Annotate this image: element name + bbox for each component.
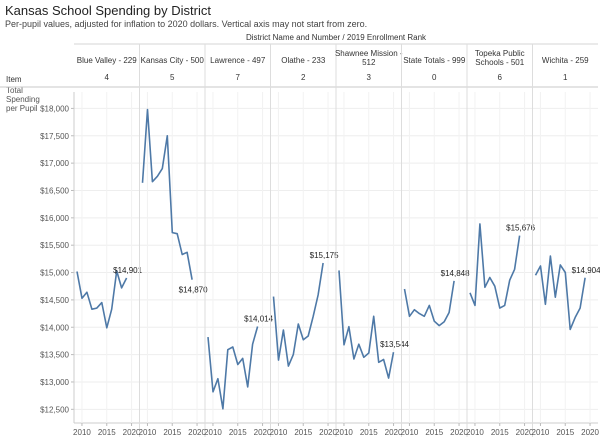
x-tick-label: 2020	[450, 428, 468, 437]
district-name-label: State Totals - 999	[403, 56, 466, 65]
district-name-label: Schools - 501	[475, 58, 524, 67]
x-tick-label: 2010	[270, 428, 288, 437]
series-line-1[interactable]	[141, 108, 193, 280]
x-tick-label: 2015	[491, 428, 509, 437]
x-tick-label: 2010	[401, 428, 419, 437]
enrollment-rank-label: 5	[170, 73, 175, 82]
x-tick-label: 2015	[98, 428, 116, 437]
x-tick-label: 2015	[360, 428, 378, 437]
end-value-label: $15,676	[506, 224, 535, 233]
series-line-4[interactable]	[338, 270, 395, 379]
enrollment-rank-label: 7	[236, 73, 241, 82]
district-name-label: Shawnee Mission -	[335, 49, 403, 58]
end-value-label: $14,904	[572, 266, 600, 275]
district-name-label: Topeka Public	[475, 49, 525, 58]
series-line-3[interactable]	[272, 262, 324, 367]
x-tick-label: 2010	[335, 428, 353, 437]
x-tick-label: 2020	[254, 428, 272, 437]
end-value-label: $14,014	[244, 314, 273, 323]
x-tick-label: 2015	[294, 428, 312, 437]
page-title: Kansas School Spending by District	[5, 3, 211, 18]
district-name-label: Blue Valley - 229	[77, 56, 137, 65]
district-name-label: 512	[362, 58, 376, 67]
y-tick-label: $16,500	[40, 186, 69, 195]
y-tick-label: $18,000	[40, 104, 69, 113]
y-axis-title-line: Total	[6, 86, 23, 95]
x-tick-label: 2020	[319, 428, 337, 437]
y-tick-label: $13,500	[40, 351, 69, 360]
y-tick-label: $12,500	[40, 405, 69, 414]
enrollment-rank-label: 6	[498, 73, 503, 82]
x-tick-label: 2020	[385, 428, 403, 437]
page-subtitle: Per-pupil values, adjusted for inflation…	[5, 19, 368, 29]
x-tick-label: 2015	[425, 428, 443, 437]
x-tick-label: 2015	[163, 428, 181, 437]
y-tick-label: $17,000	[40, 159, 69, 168]
enrollment-rank-label: 1	[563, 73, 568, 82]
y-tick-label: $17,500	[40, 132, 69, 141]
y-axis-title-line: per Pupil	[6, 104, 38, 113]
series-line-0[interactable]	[76, 270, 128, 329]
y-tick-label: $15,500	[40, 241, 69, 250]
x-tick-label: 2010	[73, 428, 91, 437]
x-tick-label: 2020	[581, 428, 599, 437]
series-line-6[interactable]	[469, 223, 521, 309]
end-value-label: $14,901	[113, 266, 142, 275]
x-tick-label: 2010	[466, 428, 484, 437]
x-tick-label: 2020	[123, 428, 141, 437]
row-header-item: Item	[6, 75, 22, 84]
district-name-label: Kansas City - 500	[141, 56, 205, 65]
series-line-2[interactable]	[207, 326, 259, 410]
x-tick-label: 2010	[139, 428, 157, 437]
enrollment-rank-label: 3	[367, 73, 372, 82]
x-tick-label: 2020	[188, 428, 206, 437]
series-line-7[interactable]	[534, 255, 586, 331]
x-tick-label: 2020	[516, 428, 534, 437]
y-axis-title-line: Spending	[6, 95, 40, 104]
district-name-label: Olathe - 233	[281, 56, 326, 65]
x-tick-label: 2010	[204, 428, 222, 437]
end-value-label: $15,175	[310, 251, 339, 260]
y-tick-label: $16,000	[40, 214, 69, 223]
end-value-label: $14,870	[179, 286, 208, 295]
district-name-label: Lawrence - 497	[210, 56, 266, 65]
end-value-label: $13,544	[380, 340, 409, 349]
enrollment-rank-label: 2	[301, 73, 306, 82]
y-tick-label: $15,000	[40, 269, 69, 278]
enrollment-rank-label: 0	[432, 73, 437, 82]
column-header-label: District Name and Number / 2019 Enrollme…	[246, 33, 427, 42]
y-tick-label: $14,000	[40, 323, 69, 332]
series-line-5[interactable]	[403, 280, 455, 327]
y-tick-label: $13,000	[40, 378, 69, 387]
x-tick-label: 2015	[229, 428, 247, 437]
x-tick-label: 2010	[532, 428, 550, 437]
district-name-label: Wichita - 259	[542, 56, 589, 65]
x-tick-label: 2015	[556, 428, 574, 437]
enrollment-rank-label: 4	[105, 73, 110, 82]
end-value-label: $14,848	[441, 269, 470, 278]
y-tick-label: $14,500	[40, 296, 69, 305]
